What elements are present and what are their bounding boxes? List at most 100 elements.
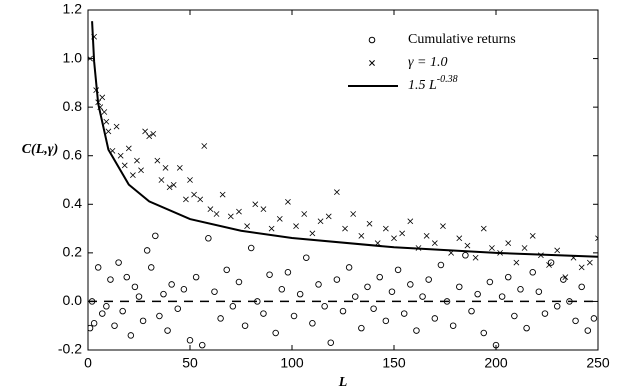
point bbox=[529, 232, 536, 239]
point bbox=[115, 259, 122, 266]
point bbox=[219, 191, 226, 198]
point bbox=[301, 211, 308, 217]
point bbox=[350, 211, 357, 217]
point bbox=[207, 206, 214, 213]
point bbox=[400, 310, 408, 317]
point bbox=[309, 320, 316, 327]
point bbox=[241, 322, 249, 329]
point bbox=[107, 276, 114, 283]
point bbox=[517, 286, 524, 293]
point bbox=[105, 128, 112, 135]
point bbox=[247, 244, 255, 252]
point bbox=[156, 312, 163, 320]
legend-exponent: -0.38 bbox=[437, 74, 458, 85]
point bbox=[333, 276, 341, 283]
y-tick-label: 1.0 bbox=[63, 49, 83, 65]
point bbox=[103, 118, 110, 125]
point bbox=[170, 181, 177, 188]
point bbox=[388, 288, 396, 295]
y-axis-label: C(L,γ) bbox=[22, 142, 59, 157]
point bbox=[449, 322, 457, 329]
x-tick-label: 200 bbox=[484, 355, 508, 371]
point bbox=[546, 262, 552, 268]
point bbox=[117, 152, 124, 159]
point bbox=[578, 264, 585, 271]
point bbox=[529, 269, 536, 276]
point bbox=[101, 109, 108, 115]
point bbox=[342, 225, 348, 232]
point bbox=[315, 281, 322, 288]
point bbox=[290, 312, 298, 320]
point bbox=[254, 298, 261, 305]
point bbox=[235, 278, 243, 286]
point bbox=[317, 218, 324, 225]
point bbox=[268, 225, 275, 232]
plot-frame bbox=[87, 9, 599, 351]
point bbox=[90, 320, 98, 327]
point bbox=[143, 247, 151, 254]
y-tick-label: 0.8 bbox=[63, 98, 83, 114]
point bbox=[111, 322, 118, 329]
y-tick-label: -0.2 bbox=[58, 341, 82, 357]
point bbox=[553, 303, 561, 310]
point bbox=[88, 324, 94, 332]
point bbox=[339, 307, 347, 315]
point bbox=[521, 245, 528, 251]
point bbox=[456, 283, 463, 291]
point bbox=[103, 303, 110, 310]
x-tick-label: 150 bbox=[382, 355, 406, 371]
point bbox=[198, 341, 206, 349]
point bbox=[333, 189, 340, 196]
y-tick-label: 1.2 bbox=[63, 1, 83, 17]
point bbox=[376, 273, 383, 281]
legend-label: Cumulative returns bbox=[408, 32, 516, 47]
point bbox=[252, 201, 259, 208]
point bbox=[480, 329, 488, 337]
point bbox=[464, 242, 471, 249]
point bbox=[590, 315, 598, 322]
point bbox=[437, 261, 445, 269]
x-tick-label: 50 bbox=[182, 355, 198, 371]
point bbox=[489, 245, 495, 251]
point bbox=[284, 269, 292, 276]
point bbox=[547, 259, 555, 266]
point bbox=[154, 157, 161, 164]
point bbox=[431, 315, 439, 322]
legend-label-text: γ = 1.0 bbox=[408, 55, 447, 70]
point bbox=[260, 206, 267, 213]
point bbox=[134, 157, 140, 164]
point bbox=[176, 164, 183, 171]
point bbox=[327, 339, 335, 346]
point bbox=[584, 327, 592, 334]
point bbox=[183, 196, 189, 203]
point bbox=[146, 133, 153, 140]
point bbox=[296, 290, 304, 298]
point bbox=[351, 293, 359, 300]
point bbox=[513, 259, 520, 266]
fit-line bbox=[91, 21, 598, 258]
point bbox=[147, 264, 155, 271]
point bbox=[138, 167, 144, 174]
point bbox=[423, 232, 430, 239]
point bbox=[113, 123, 120, 130]
point bbox=[345, 264, 353, 271]
point bbox=[266, 271, 273, 278]
y-tick-label: 0.6 bbox=[63, 146, 83, 162]
point bbox=[135, 293, 143, 300]
point bbox=[492, 341, 500, 349]
point bbox=[566, 298, 573, 305]
point bbox=[139, 317, 147, 325]
point bbox=[425, 276, 432, 283]
point bbox=[94, 264, 102, 271]
point bbox=[129, 172, 136, 179]
point bbox=[572, 317, 579, 325]
point bbox=[366, 220, 373, 227]
point bbox=[358, 232, 365, 239]
point bbox=[201, 143, 208, 149]
point bbox=[309, 230, 316, 237]
y-tick-label: 0.0 bbox=[63, 292, 83, 308]
point bbox=[272, 329, 279, 337]
legend-label-text: Cumulative returns bbox=[408, 32, 516, 47]
point bbox=[119, 307, 126, 315]
